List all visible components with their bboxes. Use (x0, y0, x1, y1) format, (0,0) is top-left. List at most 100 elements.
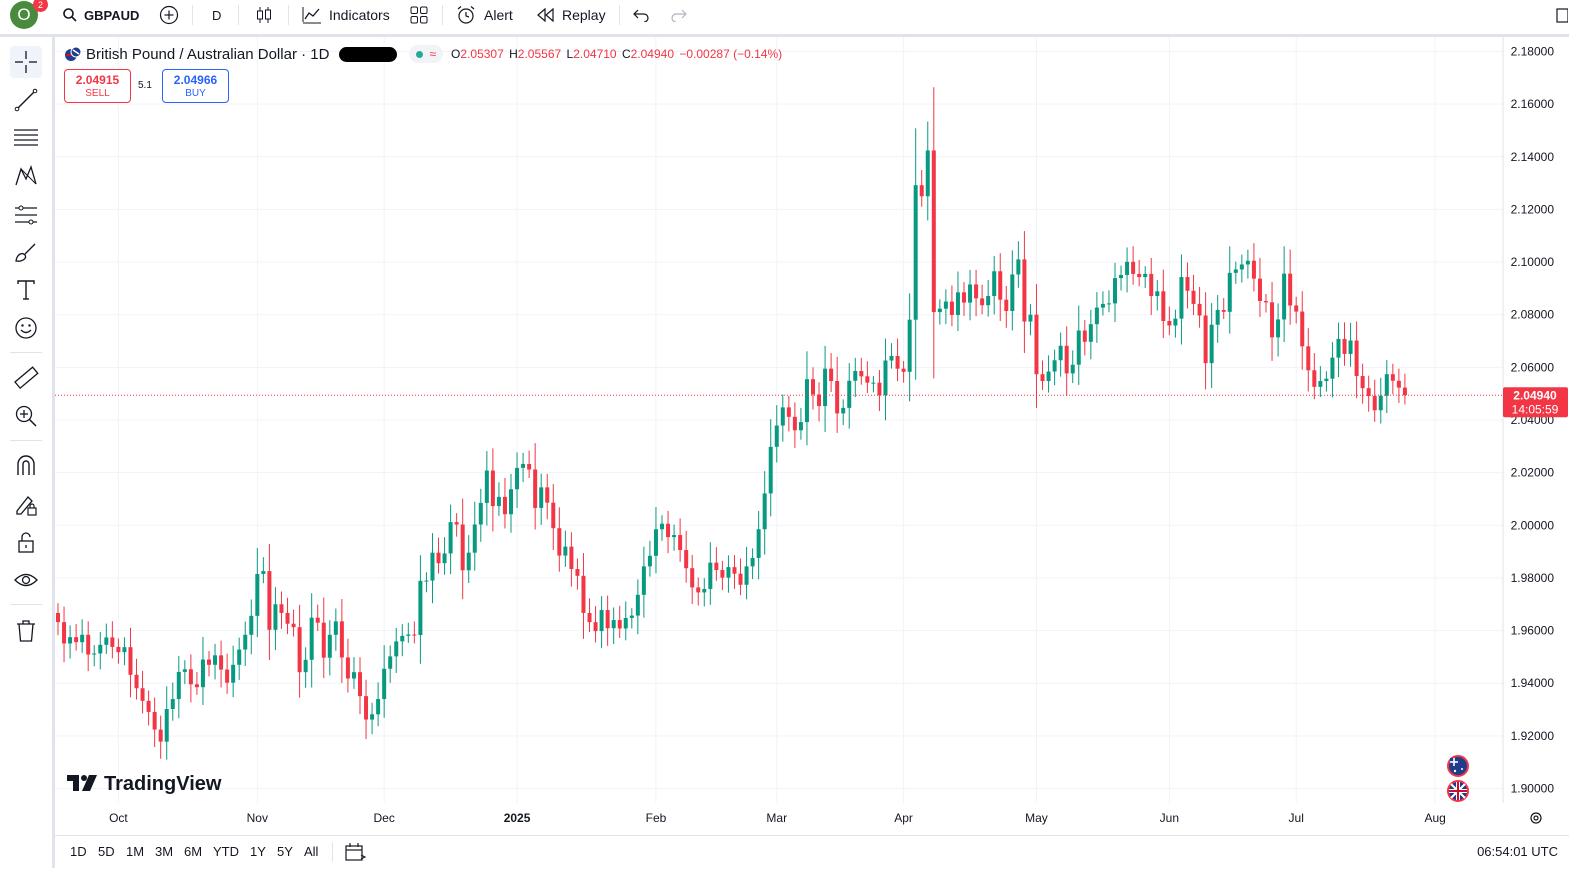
candle-body (273, 604, 278, 630)
crosshair-tool[interactable] (10, 46, 42, 78)
candle-body (1100, 303, 1105, 308)
undo-button[interactable] (632, 0, 650, 30)
candle-body (1064, 345, 1069, 374)
candle-body (545, 487, 550, 503)
magnet-tool[interactable] (10, 450, 42, 482)
candle-body (617, 620, 622, 629)
candle-body (140, 688, 145, 701)
candle-body (333, 621, 338, 635)
candle-body (1034, 314, 1039, 375)
candle-body (424, 580, 429, 582)
market-status[interactable]: ≈ (409, 45, 444, 63)
candle-body (448, 522, 453, 554)
emoji-tool[interactable] (10, 312, 42, 344)
high-label: H (509, 47, 518, 61)
range-5y[interactable]: 5Y (277, 844, 293, 859)
zoom-in-tool[interactable] (10, 400, 42, 432)
measure-tool[interactable] (10, 362, 42, 394)
buy-button[interactable]: 2.04966 BUY (162, 69, 229, 103)
candle-body (865, 376, 870, 383)
bottom-toolbar: 1D 5D 1M 3M 6M YTD 1Y 5Y All 06:54:01 UT… (55, 835, 1569, 869)
candle-body (134, 674, 139, 689)
gbp-flag-icon[interactable] (1447, 780, 1469, 802)
interval-button[interactable]: D (212, 0, 221, 30)
candle-body (1306, 346, 1311, 371)
candle-body (484, 470, 489, 503)
time-tick-label: May (1025, 811, 1048, 825)
templates-button[interactable] (410, 0, 428, 30)
symbol-title[interactable]: British Pound / Australian Dollar · 1D (86, 45, 330, 63)
lock-drawings-tool[interactable] (10, 526, 42, 558)
fib-tool[interactable] (10, 122, 42, 154)
candle-body (454, 522, 459, 525)
indicators-icon (302, 7, 321, 24)
range-3m[interactable]: 3M (155, 844, 174, 859)
candle-body (974, 284, 979, 299)
range-all[interactable]: All (304, 844, 319, 859)
candle-body (509, 489, 513, 515)
redo-button[interactable] (670, 0, 688, 30)
candle-body (1106, 303, 1111, 305)
fullscreen-button[interactable] (1556, 0, 1568, 30)
range-1d[interactable]: 1D (70, 844, 87, 859)
last-price-tag: 2.04940 14:05:59 (1503, 387, 1568, 418)
pattern-icon (15, 165, 37, 186)
candle-body (1149, 273, 1154, 297)
candle-body (430, 552, 435, 581)
candle-body (877, 382, 882, 396)
candle-body (853, 371, 858, 381)
symbol-search[interactable]: GBPAUD (62, 0, 139, 30)
ohlc-values: O2.05307 H2.05567 L2.04710 C2.04940 −0.0… (451, 47, 782, 61)
candle-body (1251, 260, 1256, 279)
alert-button[interactable]: Alert (456, 0, 513, 30)
sell-button[interactable]: 2.04915 SELL (64, 69, 131, 103)
candle-body (829, 368, 834, 382)
candle-body (804, 379, 809, 423)
remove-drawings-tool[interactable] (10, 615, 42, 647)
candle-body (466, 552, 471, 571)
compare-button[interactable] (159, 0, 179, 30)
candle-body (1245, 260, 1250, 265)
redacted-block (339, 46, 398, 62)
goto-date-button[interactable] (344, 842, 367, 867)
range-5d[interactable]: 5D (98, 844, 115, 859)
clock-time[interactable]: 06:54:01 UTC (1477, 844, 1558, 859)
candle-body (1318, 381, 1323, 387)
range-6m[interactable]: 6M (184, 844, 203, 859)
candle-body (1221, 309, 1226, 312)
pattern-tool[interactable] (10, 160, 42, 192)
projection-icon (15, 205, 37, 225)
candle-body (955, 292, 960, 315)
stay-in-drawing-tool[interactable] (10, 488, 42, 520)
hide-drawings-tool[interactable] (10, 564, 42, 596)
aud-flag-icon[interactable] (1447, 755, 1469, 777)
candle-body (303, 659, 308, 673)
candle-body (370, 714, 375, 720)
candle-body (188, 669, 193, 685)
candle-body (811, 379, 815, 395)
candle-body (436, 552, 441, 564)
candle-body (660, 523, 664, 530)
range-1y[interactable]: 1Y (250, 844, 266, 859)
tool-separator (10, 604, 42, 605)
trend-line-tool[interactable] (10, 84, 42, 116)
candle-body (1300, 311, 1305, 347)
candle-body (744, 566, 749, 585)
trend-line-icon (14, 88, 38, 112)
candle-body (1197, 303, 1202, 316)
price-chart[interactable]: 2.18000 2.16000 2.14000 2.12000 2.10000 2.080… (55, 37, 1569, 834)
candle-body (1094, 307, 1099, 325)
candle-body (496, 496, 501, 507)
range-1m[interactable]: 1M (126, 844, 145, 859)
gear-icon[interactable] (1530, 812, 1542, 824)
candle-body (931, 150, 936, 313)
chart-type-button[interactable] (255, 0, 273, 30)
price-axis: 2.18000 2.16000 2.14000 2.12000 2.10000 2.080… (1511, 44, 1555, 795)
indicators-button[interactable]: Indicators (302, 0, 390, 30)
replay-button[interactable]: Replay (537, 0, 606, 30)
range-ytd[interactable]: YTD (213, 844, 239, 859)
projection-tool[interactable] (10, 198, 42, 230)
brush-tool[interactable] (10, 236, 42, 268)
candle-body (889, 356, 894, 361)
text-tool[interactable] (10, 274, 42, 306)
